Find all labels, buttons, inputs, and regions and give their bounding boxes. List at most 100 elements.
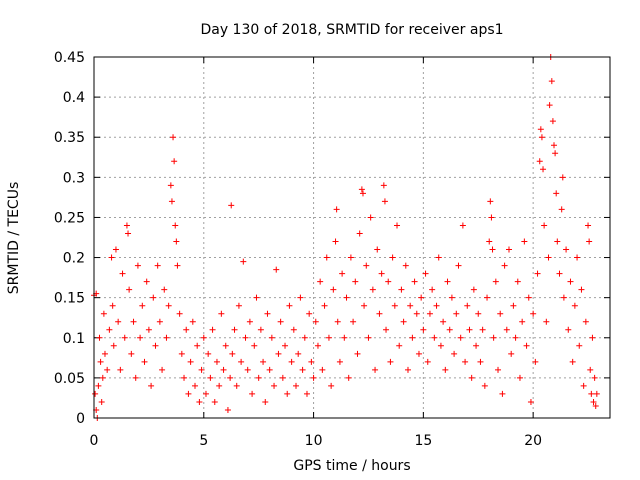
data-point <box>565 326 572 333</box>
data-point <box>574 254 581 261</box>
data-point <box>242 334 249 341</box>
data-point <box>470 286 477 293</box>
data-point <box>189 318 196 325</box>
data-point <box>139 302 146 309</box>
data-point <box>420 326 427 333</box>
data-point <box>459 222 466 229</box>
data-point <box>211 398 218 405</box>
data-point <box>585 222 592 229</box>
data-point <box>466 326 473 333</box>
data-point <box>537 126 544 133</box>
data-point <box>385 278 392 285</box>
data-point <box>433 302 440 309</box>
x-tick-label: 5 <box>199 433 208 449</box>
data-point <box>130 318 137 325</box>
data-point <box>134 262 141 269</box>
data-point <box>551 142 558 149</box>
data-point <box>477 358 484 365</box>
data-point <box>527 398 534 405</box>
data-point <box>350 318 357 325</box>
data-point <box>358 186 365 193</box>
data-point <box>150 294 157 301</box>
data-point <box>171 158 178 165</box>
data-point <box>143 278 150 285</box>
data-point <box>148 382 155 389</box>
data-point <box>255 374 262 381</box>
data-point <box>321 302 328 309</box>
data-point <box>442 366 449 373</box>
data-point <box>323 254 330 261</box>
data-point <box>317 278 324 285</box>
data-point <box>380 182 387 189</box>
data-point <box>424 358 431 365</box>
data-point <box>588 390 595 397</box>
x-tick-label: 0 <box>90 433 99 449</box>
data-point <box>590 398 597 405</box>
data-point <box>246 318 253 325</box>
data-point <box>549 118 556 125</box>
data-point <box>257 326 264 333</box>
data-point <box>510 302 517 309</box>
y-tick-label: 0.15 <box>54 291 85 307</box>
y-tick-label: 0.2 <box>63 251 85 267</box>
data-point <box>534 270 541 277</box>
data-point <box>277 318 284 325</box>
data-point <box>402 262 409 269</box>
data-point <box>468 374 475 381</box>
data-point <box>431 334 438 341</box>
data-point <box>106 326 113 333</box>
data-points <box>91 54 600 421</box>
data-point <box>514 278 521 285</box>
data-point <box>481 382 488 389</box>
data-point <box>233 382 240 389</box>
data-point <box>104 366 111 373</box>
data-point <box>343 294 350 301</box>
y-tick-label: 0.4 <box>63 90 85 106</box>
data-point <box>381 198 388 205</box>
data-point <box>367 214 374 221</box>
data-point <box>264 310 271 317</box>
data-point <box>178 350 185 357</box>
data-point <box>128 350 135 357</box>
data-point <box>356 230 363 237</box>
data-point <box>422 270 429 277</box>
data-point <box>152 342 159 349</box>
data-point <box>440 318 447 325</box>
data-point <box>446 326 453 333</box>
data-point <box>400 318 407 325</box>
data-point <box>286 302 293 309</box>
y-tick-label: 0.05 <box>54 371 85 387</box>
data-point <box>545 254 552 261</box>
data-point <box>228 202 235 209</box>
data-point <box>325 334 332 341</box>
y-axis-label: SRMTID / TECUs <box>6 182 22 295</box>
data-point <box>487 198 494 205</box>
data-point <box>173 238 180 245</box>
data-point <box>352 278 359 285</box>
data-point <box>268 334 275 341</box>
data-point <box>227 374 234 381</box>
data-point <box>260 358 267 365</box>
data-point <box>308 358 315 365</box>
chart-title: Day 130 of 2018, SRMTID for receiver aps… <box>200 22 503 38</box>
data-point <box>209 326 216 333</box>
data-point <box>229 350 236 357</box>
data-point <box>112 246 119 253</box>
data-point <box>216 382 223 389</box>
data-point <box>473 342 480 349</box>
x-tick-label: 20 <box>524 433 542 449</box>
data-point <box>168 198 175 205</box>
data-point <box>582 318 589 325</box>
data-point <box>222 342 229 349</box>
data-point <box>293 382 300 389</box>
data-point <box>145 326 152 333</box>
data-point <box>499 390 506 397</box>
data-point <box>97 358 104 365</box>
data-point <box>96 334 103 341</box>
data-point <box>374 246 381 253</box>
data-point <box>295 350 302 357</box>
data-point <box>220 366 227 373</box>
data-point <box>464 302 471 309</box>
data-point <box>387 358 394 365</box>
data-point <box>396 342 403 349</box>
